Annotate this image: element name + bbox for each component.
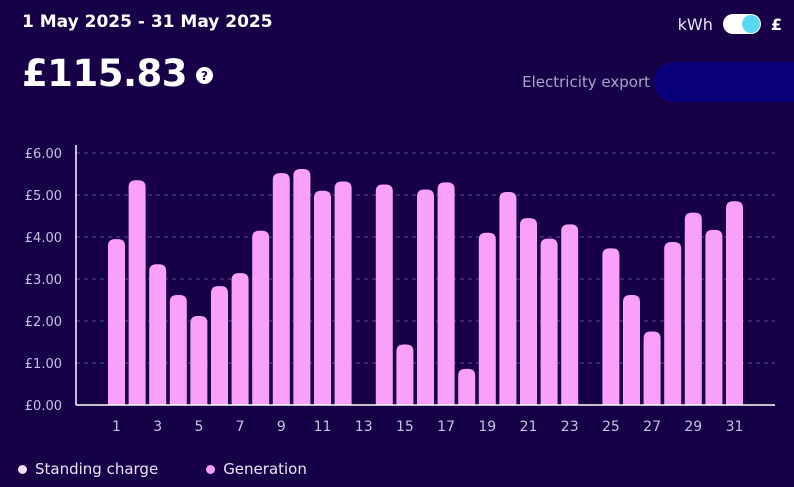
bar-day-5	[190, 315, 208, 405]
x-tick-label: 3	[153, 419, 162, 435]
x-tick-label: 11	[314, 419, 332, 435]
bar-day-12	[334, 181, 352, 405]
x-tick-label: 27	[643, 419, 661, 435]
bar-day-14	[375, 184, 393, 405]
bar-day-15	[396, 344, 414, 405]
x-tick-label: 13	[355, 419, 373, 435]
bar-day-26	[623, 294, 640, 405]
bar-day-20	[499, 192, 517, 405]
export-selector[interactable]: Electricity export	[522, 62, 794, 102]
bar-day-11	[314, 190, 331, 405]
bar-day-17	[437, 182, 455, 405]
x-tick-label: 29	[684, 419, 702, 435]
bar-day-21	[520, 218, 537, 405]
unit-switch-knob[interactable]	[741, 15, 760, 33]
bar-day-10	[293, 168, 311, 405]
bar-day-19	[478, 232, 496, 405]
legend-item-standing-charge[interactable]: Standing charge	[18, 460, 158, 478]
y-tick-label: £1.00	[25, 357, 62, 372]
bar-day-30	[705, 229, 723, 405]
y-tick-label: £0.00	[25, 399, 62, 414]
x-tick-label: 21	[520, 419, 538, 435]
unit-gbp-label[interactable]: £	[770, 14, 782, 34]
bar-day-6	[211, 286, 228, 405]
x-tick-label: 25	[602, 419, 620, 435]
bar-day-3	[149, 264, 167, 405]
legend: Standing charge Generation	[18, 460, 355, 478]
bar-day-7	[231, 273, 249, 405]
bar-day-4	[169, 294, 187, 405]
redacted-region	[654, 62, 794, 102]
x-tick-label: 7	[236, 419, 245, 435]
bar-chart: £0.00£1.00£2.00£3.00£4.00£5.00£6.001 3 5 7 9…	[25, 145, 775, 435]
legend-dot-generation	[206, 464, 216, 474]
x-tick-label: 23	[561, 419, 579, 435]
bar-day-16	[417, 189, 434, 405]
x-tick-label: 19	[478, 419, 496, 435]
total-amount: £115.83	[22, 52, 188, 95]
y-tick-label: £5.00	[25, 189, 62, 204]
x-tick-label: 17	[437, 419, 455, 435]
bar-day-22	[540, 238, 558, 405]
bar-day-25	[602, 248, 620, 405]
x-tick-label: 15	[396, 419, 414, 435]
y-tick-label: £4.00	[25, 231, 62, 246]
y-tick-label: £2.00	[25, 315, 62, 330]
bar-day-27	[643, 331, 661, 405]
bar-day-23	[561, 224, 579, 405]
x-tick-label: 9	[277, 419, 286, 435]
legend-item-generation[interactable]: Generation	[206, 460, 307, 478]
bar-day-29	[684, 212, 702, 405]
legend-label-generation: Generation	[223, 460, 307, 478]
bar-day-28	[664, 242, 682, 405]
bar-day-8	[252, 230, 270, 405]
unit-toggle: kWh £	[678, 14, 782, 34]
x-tick-label: 31	[726, 419, 744, 435]
bar-day-31	[726, 201, 743, 405]
bar-day-2	[128, 180, 146, 405]
unit-switch[interactable]	[722, 14, 761, 34]
x-tick-label: 1	[112, 419, 121, 435]
x-tick-label: 5	[194, 419, 203, 435]
bar-day-18	[458, 368, 476, 405]
export-label[interactable]: Electricity export	[522, 73, 650, 91]
unit-kwh-label[interactable]: kWh	[677, 14, 713, 34]
y-tick-label: £6.00	[25, 147, 62, 162]
help-icon[interactable]: ?	[196, 67, 214, 84]
y-tick-label: £3.00	[25, 273, 62, 288]
legend-dot-standing-charge	[18, 464, 27, 474]
date-range[interactable]: 1 May 2025 - 31 May 2025	[22, 12, 273, 32]
bar-day-1	[108, 239, 125, 405]
total-row: £115.83 ?	[22, 52, 214, 95]
legend-label-standing-charge: Standing charge	[35, 460, 159, 478]
bar-day-9	[272, 173, 290, 405]
